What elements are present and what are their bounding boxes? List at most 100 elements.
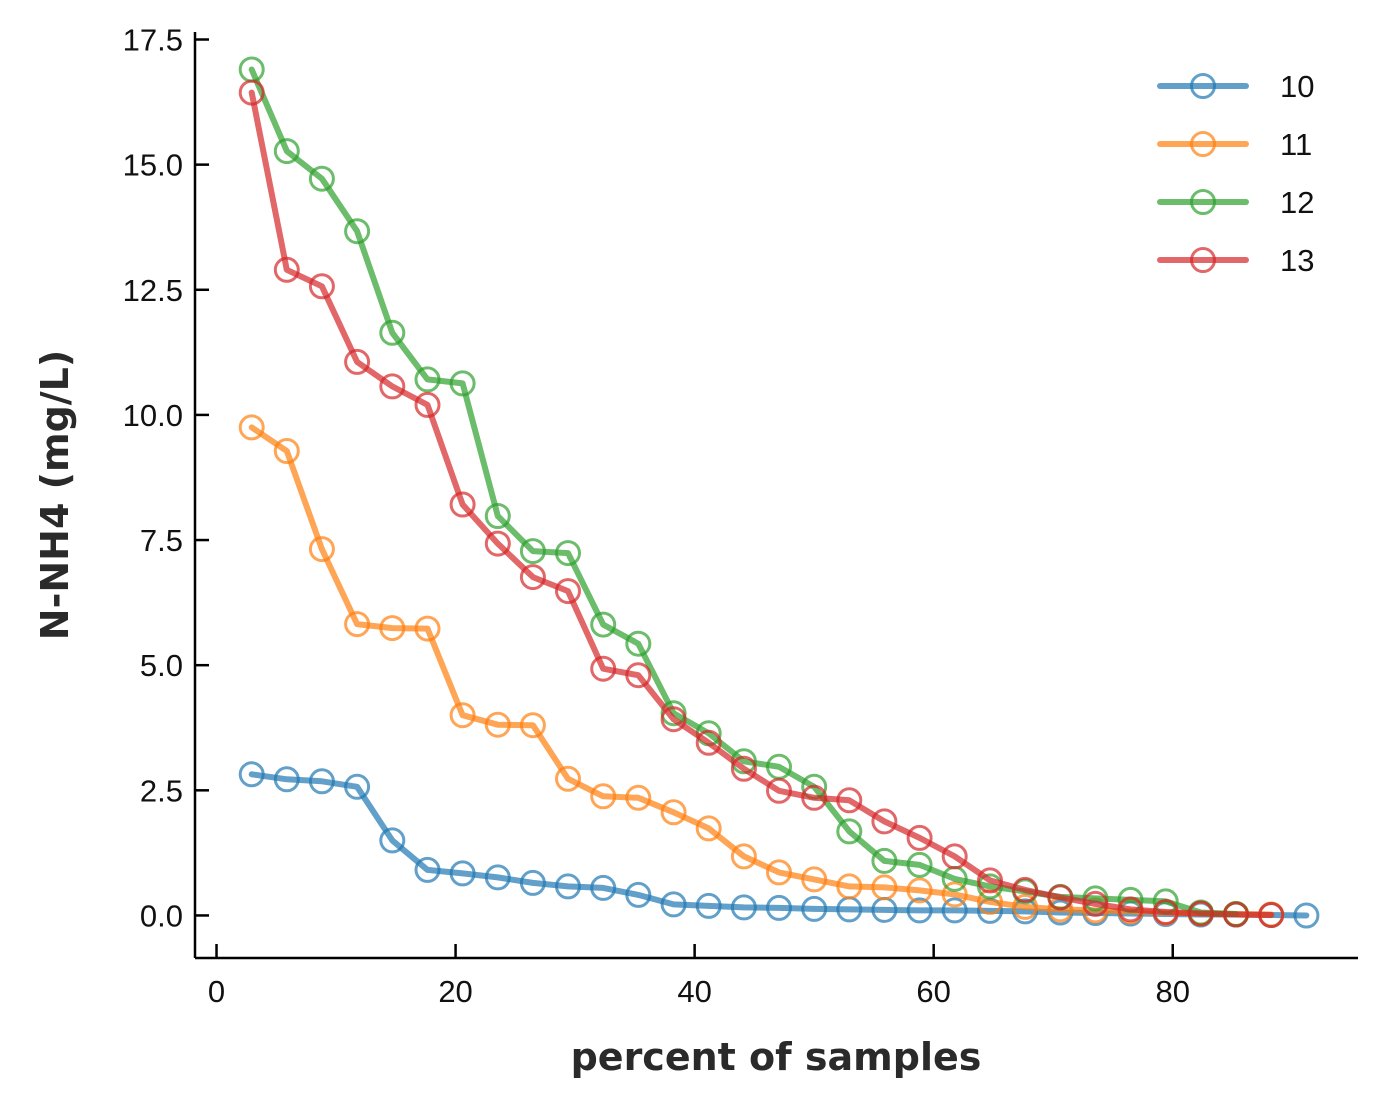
data-point xyxy=(484,503,511,529)
data-point xyxy=(519,712,546,739)
data-point xyxy=(555,765,581,792)
x-tick-label: 60 xyxy=(916,974,950,1009)
data-point xyxy=(449,491,476,518)
data-point xyxy=(1258,902,1285,928)
data-point xyxy=(590,611,617,638)
legend-label: 10 xyxy=(1280,69,1314,104)
data-point xyxy=(1012,893,1039,920)
data-point xyxy=(695,815,722,842)
data-point xyxy=(590,655,617,682)
data-point xyxy=(379,319,406,346)
legend-marker xyxy=(1190,189,1216,215)
data-point xyxy=(625,881,652,908)
y-tick-label: 10.0 xyxy=(123,398,183,433)
series-layer xyxy=(238,56,1320,929)
y-tick-label: 15.0 xyxy=(123,148,183,183)
data-point xyxy=(519,564,546,591)
data-point xyxy=(871,847,898,874)
data-point xyxy=(1117,896,1144,923)
data-point xyxy=(414,391,441,418)
data-point xyxy=(379,373,406,400)
data-point xyxy=(379,827,406,854)
data-point xyxy=(871,808,898,835)
data-point xyxy=(836,787,863,814)
data-point xyxy=(625,784,652,811)
data-point xyxy=(1012,876,1039,903)
data-point xyxy=(344,773,371,800)
x-tick-label: 40 xyxy=(677,974,711,1009)
x-axis-title: percent of samples xyxy=(571,1035,982,1079)
data-point xyxy=(273,766,300,793)
data-point xyxy=(555,873,581,900)
data-point xyxy=(906,897,933,924)
data-point xyxy=(625,630,652,657)
legend-marker xyxy=(1190,73,1216,99)
data-point xyxy=(1152,899,1179,925)
series-12 xyxy=(238,56,1249,927)
data-point xyxy=(273,138,300,165)
series-line xyxy=(248,66,1239,917)
data-point xyxy=(273,256,300,283)
data-point xyxy=(801,784,828,811)
data-point xyxy=(555,540,581,567)
data-point xyxy=(484,530,511,557)
data-point xyxy=(484,864,511,891)
data-point xyxy=(344,218,371,245)
legend-item: 13 xyxy=(1157,243,1314,278)
data-point xyxy=(238,414,265,441)
legend-item: 11 xyxy=(1157,127,1312,162)
data-point xyxy=(449,860,476,887)
data-point xyxy=(801,866,828,893)
data-point xyxy=(941,881,968,908)
data-point xyxy=(590,874,617,901)
data-point xyxy=(977,867,1003,894)
data-point xyxy=(660,799,687,826)
series-13 xyxy=(238,79,1285,928)
data-point xyxy=(308,536,335,563)
axis-ticks: 0 20 40 60 80 0.0 2.5 5.0 7.5 10.0 12.5 15.0 17.5 xyxy=(123,23,1190,1009)
data-point xyxy=(308,273,335,300)
data-point xyxy=(766,777,792,804)
data-point xyxy=(766,859,792,886)
data-point xyxy=(801,895,828,922)
x-tick-label: 20 xyxy=(438,974,472,1009)
y-tick-label: 17.5 xyxy=(123,23,183,58)
legend-item: 10 xyxy=(1157,69,1314,104)
series-line xyxy=(248,771,1310,919)
data-point xyxy=(449,702,476,729)
data-point xyxy=(344,611,371,638)
y-tick-label: 2.5 xyxy=(140,773,183,808)
y-tick-label: 7.5 xyxy=(140,523,183,558)
data-point xyxy=(836,818,863,845)
data-point xyxy=(660,706,687,733)
data-point xyxy=(730,755,757,782)
x-tick-label: 80 xyxy=(1155,974,1189,1009)
data-point xyxy=(871,874,898,901)
legend-label: 13 xyxy=(1280,243,1314,278)
data-point xyxy=(519,538,546,565)
data-point xyxy=(730,894,757,921)
data-point xyxy=(238,79,265,106)
data-point xyxy=(1047,884,1074,911)
data-point xyxy=(730,843,757,870)
data-point xyxy=(519,869,546,896)
data-point xyxy=(344,348,371,375)
data-point xyxy=(1187,900,1214,927)
legend-marker xyxy=(1190,131,1216,157)
data-point xyxy=(308,165,335,192)
data-point xyxy=(414,615,441,642)
data-point xyxy=(238,761,265,788)
series-line xyxy=(248,424,1275,918)
y-tick-label: 5.0 xyxy=(140,648,183,683)
data-point xyxy=(625,662,652,689)
data-point xyxy=(414,366,441,393)
y-tick-label: 12.5 xyxy=(123,273,183,308)
data-point xyxy=(941,897,968,924)
data-point xyxy=(273,438,300,464)
data-point xyxy=(906,824,933,851)
x-tick-label: 0 xyxy=(208,974,225,1009)
data-point xyxy=(1293,902,1320,929)
data-point xyxy=(695,729,722,756)
data-point xyxy=(414,856,441,883)
